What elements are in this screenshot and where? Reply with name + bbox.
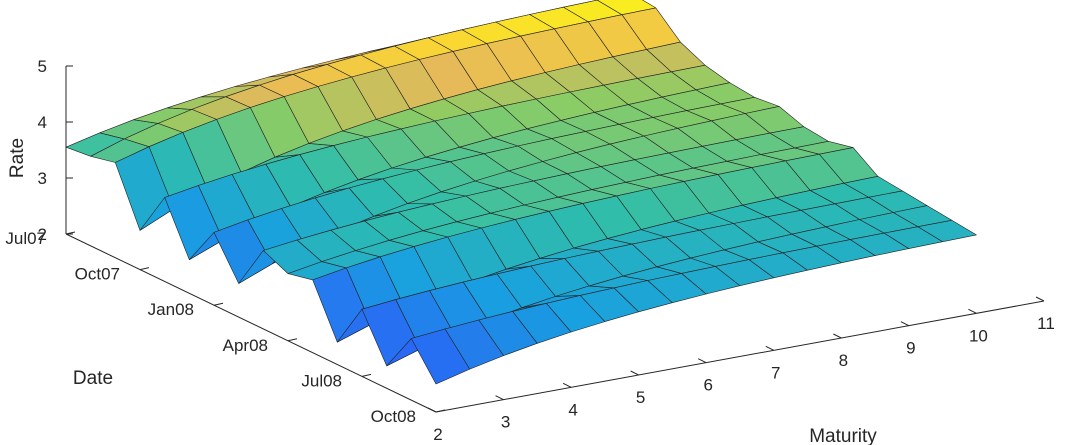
date-tick-label: Oct07	[75, 265, 120, 284]
maturity-tick-label: 2	[433, 425, 442, 444]
maturity-tick-mark	[968, 308, 977, 314]
maturity-tick-mark	[833, 333, 842, 339]
date-tick-label: Oct08	[371, 407, 416, 426]
axes	[65, 66, 1045, 413]
maturity-tick-mark	[427, 407, 437, 413]
maturity-tick-mark	[495, 395, 504, 401]
maturity-tick-label: 10	[969, 326, 988, 345]
date-tick-label: Jul07	[5, 229, 46, 248]
date-tick-mark	[65, 231, 76, 235]
date-axis-line	[65, 233, 437, 413]
date-tick-mark	[213, 302, 224, 306]
maturity-tick-mark	[630, 370, 639, 376]
maturity-tick-label: 5	[636, 388, 645, 407]
maturity-tick-label: 11	[1037, 314, 1055, 333]
maturity-tick-mark	[562, 382, 572, 388]
surface-cell	[917, 220, 977, 242]
date-tick-mark	[435, 409, 446, 413]
maturity-tick-mark	[697, 358, 707, 364]
maturity-tick-label: 9	[906, 339, 915, 358]
date-tick-mark	[361, 373, 372, 377]
ticks: 2 3 4 5 Jul07 Oct07 Jan08 Apr08 Jul08 Oct08 2 3 4 5 6 7…	[5, 57, 1054, 444]
date-axis-label: Date	[73, 368, 113, 389]
maturity-axis-line	[435, 300, 1045, 413]
rate-tick-label: 2	[38, 225, 47, 244]
maturity-tick-label: 6	[703, 376, 712, 395]
rate-tick-label: 5	[38, 57, 47, 76]
maturity-tick-mark	[1035, 296, 1045, 302]
maturity-tick-label: 7	[771, 363, 780, 382]
maturity-tick-mark	[900, 321, 910, 327]
rate-axis-label: Rate	[7, 138, 28, 178]
date-tick-label: Apr08	[223, 336, 268, 355]
maturity-tick-mark	[765, 345, 775, 351]
maturity-tick-label: 8	[839, 351, 848, 370]
rate-surface	[65, 0, 977, 385]
date-tick-mark	[287, 338, 298, 342]
maturity-axis-label: Maturity	[809, 426, 877, 445]
date-tick-mark	[139, 267, 150, 271]
date-tick-label: Jul08	[301, 371, 342, 390]
maturity-tick-label: 3	[501, 413, 510, 432]
rate-tick-label: 4	[38, 113, 47, 132]
maturity-tick-label: 4	[568, 400, 577, 419]
date-tick-label: Jan08	[148, 300, 194, 319]
rate-tick-label: 3	[38, 169, 47, 188]
